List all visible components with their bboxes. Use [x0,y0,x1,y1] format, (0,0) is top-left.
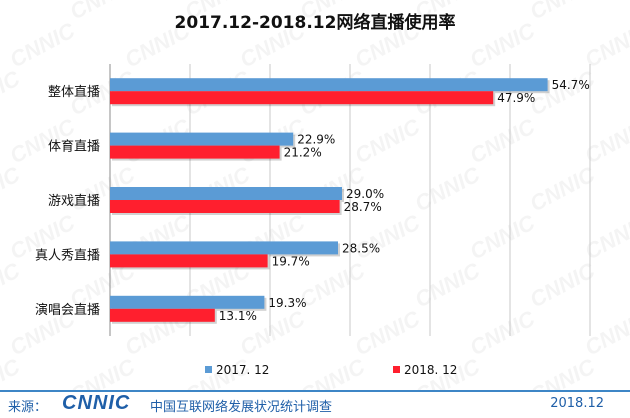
category-label: 演唱会直播 [35,302,100,318]
watermark-text: CNNIC [66,0,140,24]
watermark-text: CNNIC [411,161,485,216]
bar-series-2 [110,200,340,213]
watermark-text: CNNIC [0,0,25,24]
watermark-text: CNNIC [351,17,425,72]
watermark-text: CNNIC [411,0,485,24]
bars [110,78,550,324]
data-label: 47.9% [497,91,535,105]
watermark-text: CNNIC [6,17,80,72]
watermark-text: CNNIC [0,161,25,216]
watermark-text: CNNIC [581,305,630,360]
watermark-text: CNNIC [581,209,630,264]
bar-series-1 [110,241,338,255]
data-label: 54.7% [552,78,590,92]
bar-series-1 [110,132,294,146]
legend-label: 2017. 12 [216,363,269,377]
legend-swatch [393,366,400,373]
category-label: 真人秀直播 [35,248,100,263]
watermark-text: CNNIC [351,209,425,264]
watermark-text: CNNIC [0,257,25,312]
watermark-text: CNNIC [466,113,540,168]
legend-label: 2018. 12 [404,363,457,377]
watermark-text: CNNIC [296,353,370,390]
bar-series-1 [110,187,342,200]
bar-series-1 [110,295,265,309]
footer: 来源： CNNIC 中国互联网络发展状况统计调查 2018.12 [0,392,630,418]
watermark-text: CNNIC [411,257,485,312]
source-label: 来源： [8,400,48,415]
watermark-text: CNNIC [0,353,25,390]
data-label: 22.9% [297,133,335,147]
legend: 2017. 12 2018. 12 [205,363,457,377]
bar-series-2 [110,145,280,159]
watermark-text: CNNIC [526,257,600,312]
bar-series-2 [110,254,268,268]
data-label: 21.2% [284,146,322,160]
watermark-text: CNNIC [526,0,600,24]
watermark-text: CNNIC [351,113,425,168]
watermark-text: CNNIC [296,0,370,24]
data-labels: 54.7% 47.9% 22.9%21.2% 29.0%28.7% 28.5% 19.7%… [219,78,590,323]
cnnic-logo: CNNIC [62,392,131,414]
data-label: 28.7% [344,200,382,214]
data-label: 19.3% [268,296,306,310]
watermark-text: CNNIC [581,113,630,168]
legend-swatch [205,366,212,373]
watermark-text: CNNIC [0,65,25,120]
watermark-text: CNNIC [466,305,540,360]
data-label: 28.5% [342,241,380,255]
watermark-text: CNNIC [526,353,600,390]
watermark-text: CNNIC [526,161,600,216]
watermark-text: CNNIC [466,209,540,264]
watermark-text: CNNIC [236,17,310,72]
category-label: 游戏直播 [48,194,100,209]
bar-series-2 [110,91,494,105]
data-label: 13.1% [219,309,257,323]
footer-date: 2018.12 [550,396,604,411]
data-label: 19.7% [272,254,310,268]
org-name: 中国互联网络发展状况统计调查 [150,400,333,415]
bar-series-2 [110,308,215,322]
footer-divider [0,390,630,392]
watermark-text: CNNIC [121,17,195,72]
data-label: 29.0% [346,187,384,201]
watermark-text: CNNIC [351,305,425,360]
category-label: 体育直播 [48,139,100,155]
watermark-text: CNNIC [66,353,140,390]
bar-series-1 [110,78,548,92]
chart-title: 2017.12-2018.12网络直播使用率 [174,13,456,33]
watermark-text: CNNIC [466,17,540,72]
category-label: 整体直播 [48,85,100,100]
watermark-text: CNNIC [181,0,255,24]
watermark-text: CNNIC [581,17,630,72]
